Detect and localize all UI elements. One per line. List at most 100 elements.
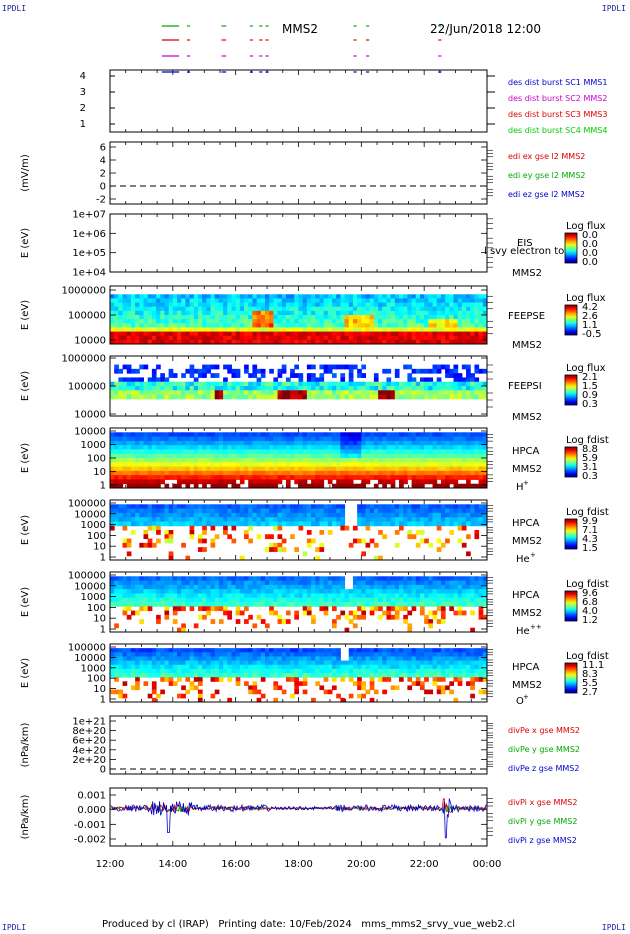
spectrogram-cell [436,462,442,468]
spectrogram-cell [340,310,346,316]
spectrogram-cell [424,331,429,337]
spectrogram-cell [252,584,258,590]
spectrogram-cell [445,315,450,320]
spectrogram-cell [239,479,245,485]
spectrogram-cell [407,530,413,535]
spectrogram-cell [432,458,438,463]
spectrogram-cell [340,483,346,489]
spectrogram-cell [256,436,262,442]
spectrogram-cell [206,440,212,446]
spectrogram-cell [424,306,429,312]
spectrogram-cell [478,310,484,316]
spectrogram-cell [231,449,237,455]
spectrogram-cell [382,458,387,463]
spectrogram-cell [478,610,484,616]
spectrogram-cell [419,576,425,582]
spectrogram-cell [269,319,274,324]
spectrogram-cell [164,576,170,582]
spectrogram-cell [336,315,341,320]
spectrogram-cell [470,331,475,337]
spectrogram-cell [466,306,471,312]
spectrogram-cell [147,483,153,489]
spectrogram-cell [252,458,258,463]
spectrogram-cell [445,580,450,586]
spectrogram-cell [470,445,475,450]
spectrogram-cell [453,462,459,468]
spectrogram-cell [118,368,124,374]
spectrogram-cell [239,445,245,450]
spectrogram-cell [323,589,329,594]
spectrogram-cell [193,440,199,446]
y-tick-label: 1 [100,553,106,564]
spectrogram-cell [160,593,165,599]
spectrogram-cell [344,381,350,387]
spectrogram-cell [168,335,174,341]
spectrogram-cell [294,294,299,299]
spectrogram-cell [332,339,337,345]
colorbar-title: Log flux [566,293,606,304]
spectrogram-cell [440,436,446,442]
spectrogram-cell [352,319,358,324]
spectrogram-cell [118,652,124,657]
spectrogram-cell [285,306,291,312]
spectrogram-cell [197,606,203,612]
spectrogram-cell [302,381,308,387]
spectrogram-cell [352,597,358,603]
spectrogram-cell [302,593,308,599]
spectrogram-cell [114,589,119,594]
spectrogram-cell [160,335,165,341]
spectrogram-cell [264,436,270,442]
spectrogram-cell [156,614,161,620]
spectrogram-cell [302,386,308,391]
spectrogram-cell [311,298,316,304]
spectrogram-cell [202,483,207,489]
spectrogram-cell [156,339,161,345]
spectrogram-cell [181,298,186,304]
spectrogram-cell [227,436,232,442]
spectrogram-cell [164,445,170,450]
spectrogram-cell [470,576,475,582]
spectrogram-cell [130,323,136,328]
spectrogram-cell [482,453,488,459]
spectrogram-cell [151,697,157,703]
spectrogram-cell [415,310,421,316]
spectrogram-cell [332,394,337,400]
spectrogram-cell [302,576,308,582]
spectrogram-cell [298,470,304,476]
spectrogram-cell [260,373,266,378]
spectrogram-cell [386,466,392,472]
spectrogram-cell [361,453,367,459]
spectrogram-cell [122,542,128,548]
spectrogram-cell [114,597,119,603]
spectrogram-cell [382,298,387,304]
spectrogram-cell [164,339,170,345]
spectrogram-cell [277,323,283,328]
spectrogram-cell [277,458,283,463]
spectrogram-cell [424,335,429,341]
spectrogram-cell [403,606,408,612]
spectrogram-cell [160,381,165,387]
spectrogram-cell [478,462,484,468]
spectrogram-cell [399,432,404,438]
spectrogram-cell [223,306,228,312]
spectrogram-cell [189,339,195,345]
spectrogram-cell [164,315,170,320]
spectrogram-cell [160,689,165,695]
spectrogram-cell [164,310,170,316]
spectrogram-cell [340,298,346,304]
spectrogram-cell [118,339,124,345]
spectrogram-cell [118,390,124,396]
spectrogram-cell [248,381,253,387]
spectrogram-cell [206,462,212,468]
spectrogram-cell [373,310,379,316]
spectrogram-cell [403,445,408,450]
spectrogram-cell [202,525,207,531]
spectrogram-cell [348,436,354,442]
spectrogram-cell [457,373,463,378]
spectrogram-cell [269,479,274,485]
spectrogram-cell [202,479,207,485]
spectrogram-cell [382,306,387,312]
spectrogram-cell [302,323,308,328]
spectrogram-cell [319,462,325,468]
spectrogram-cell [365,593,371,599]
